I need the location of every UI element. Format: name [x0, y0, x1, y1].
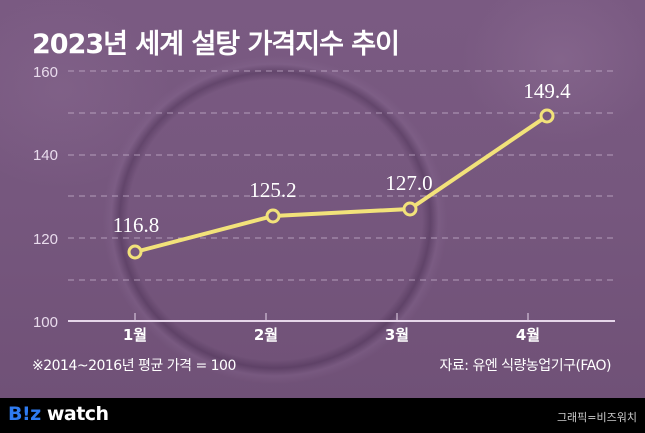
source-note: 자료: 유엔 식량농업기구(FAO)	[439, 358, 612, 374]
y-tick-label: 160	[33, 64, 58, 81]
x-tick-label: 3월	[385, 326, 409, 344]
bizwatch-logo: B!z watch	[8, 403, 109, 425]
base-note: ※2014~2016년 평균 가격 = 100	[32, 358, 236, 374]
y-tick-label: 100	[33, 314, 58, 331]
logo-prefix: B!z	[8, 403, 41, 425]
data-label: 149.4	[523, 79, 571, 103]
x-tick-label: 4월	[516, 326, 540, 344]
data-label: 116.8	[113, 213, 159, 237]
y-tick-label: 140	[33, 147, 58, 164]
data-point	[539, 108, 555, 124]
data-label: 125.2	[249, 178, 296, 202]
logo-suffix: watch	[40, 403, 109, 425]
line-chart: 160 140 120 100 1월 2월 3월 4월 116.8 125.2 …	[33, 64, 615, 344]
chart-title: 2023년 세계 설탕 가격지수 추이	[32, 29, 400, 60]
graphic-credit: 그래픽=비즈워치	[556, 411, 637, 424]
data-point	[402, 201, 418, 217]
gridlines	[68, 70, 615, 281]
footer-bar: B!z watch 그래픽=비즈워치	[0, 398, 645, 433]
data-points	[127, 108, 555, 260]
x-tick-label: 1월	[123, 326, 147, 344]
data-point	[127, 244, 143, 260]
data-label: 127.0	[385, 171, 432, 195]
y-tick-label: 120	[33, 231, 58, 248]
x-ticks	[134, 313, 529, 321]
chart-panel	[0, 0, 645, 398]
x-tick-label: 2월	[254, 326, 278, 344]
data-point	[265, 208, 281, 224]
series-line	[134, 114, 549, 254]
